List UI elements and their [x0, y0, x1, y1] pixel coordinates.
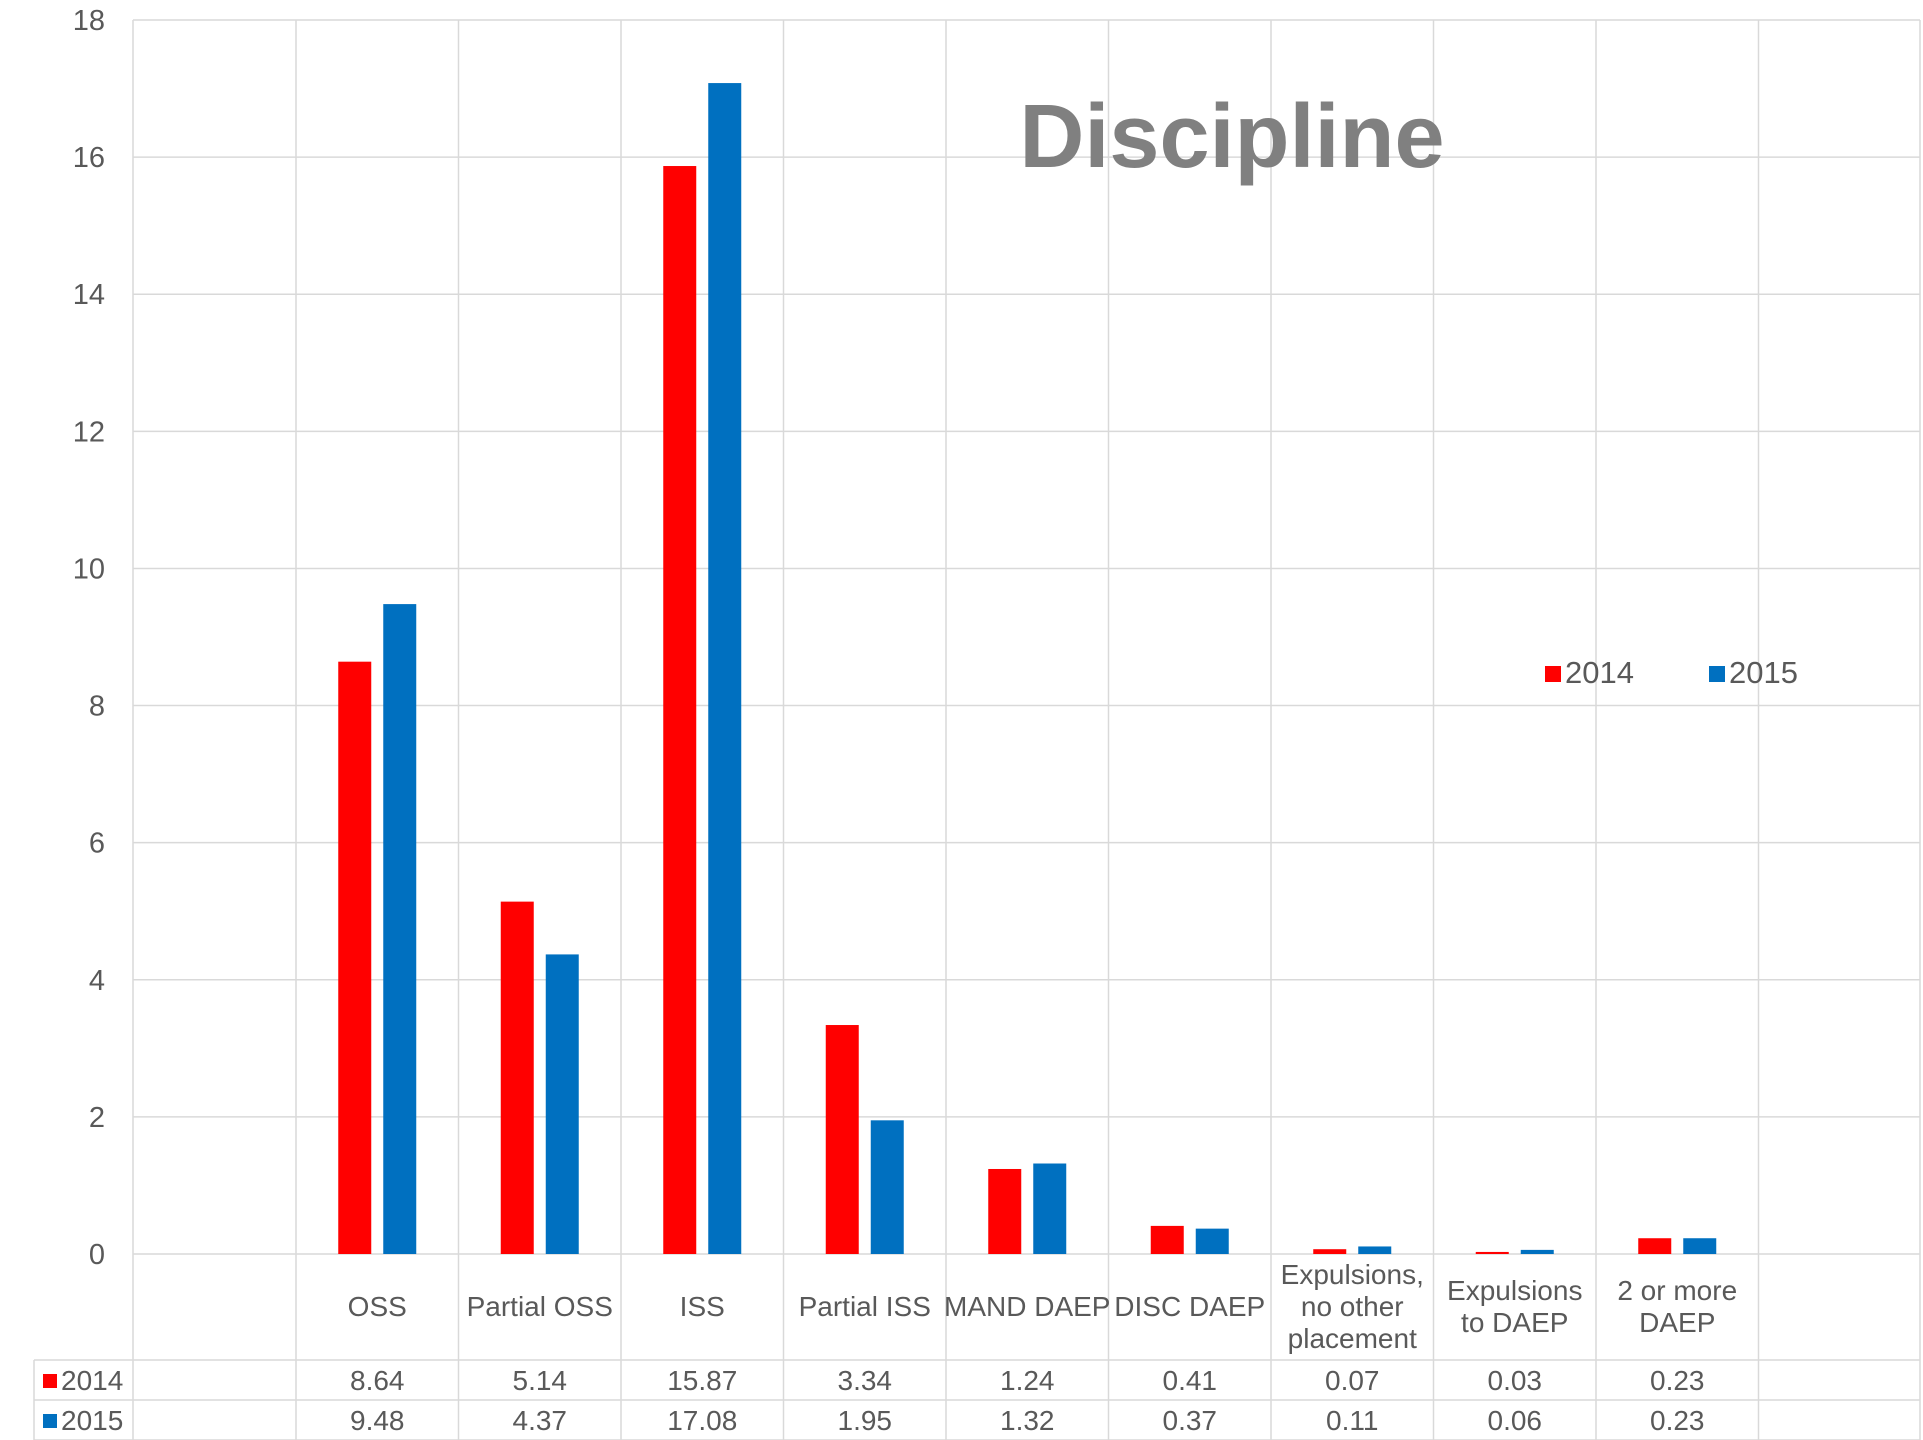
- table-cell: 1.95: [838, 1405, 893, 1436]
- y-tick-label: 6: [89, 828, 105, 860]
- y-tick-label: 4: [89, 965, 105, 997]
- table-cell: 1.24: [1000, 1365, 1055, 1396]
- bar-2015-7: [1520, 1249, 1554, 1254]
- bar-2015-5: [1195, 1228, 1229, 1254]
- table-cell: 0.06: [1488, 1405, 1543, 1436]
- category-label: Partial ISS: [799, 1291, 931, 1322]
- bar-2015-3: [870, 1120, 904, 1254]
- bar-2014-4: [988, 1168, 1022, 1254]
- chart-title: Discipline: [1019, 87, 1444, 187]
- table-cell: 0.11: [1326, 1405, 1378, 1436]
- bar-2015-6: [1358, 1246, 1392, 1254]
- y-tick-label: 14: [73, 279, 105, 311]
- legend-label: 2014: [1565, 655, 1634, 690]
- table-key-2014: [43, 1374, 57, 1388]
- table-series-name: 2014: [61, 1365, 123, 1396]
- category-label: 2 or more DAEP: [1617, 1275, 1737, 1338]
- table-cell: 4.37: [513, 1405, 568, 1436]
- category-label: DISC DAEP: [1114, 1291, 1265, 1322]
- table-cell: 15.87: [667, 1365, 737, 1396]
- bar-2015-0: [383, 604, 417, 1254]
- bar-2015-4: [1033, 1163, 1067, 1254]
- bar-2014-5: [1150, 1225, 1184, 1254]
- table-cell: 8.64: [350, 1365, 405, 1396]
- table-key-2015: [43, 1414, 57, 1428]
- table-cell: 0.41: [1163, 1365, 1218, 1396]
- bars: [338, 83, 1717, 1255]
- category-label: MAND DAEP: [944, 1291, 1110, 1322]
- bar-2015-2: [708, 83, 742, 1254]
- table-cell: 9.48: [350, 1405, 405, 1436]
- bar-2015-8: [1683, 1238, 1717, 1254]
- data-table: 2014 8.64 5.14 15.87 3.34 1.24 0.41 0.07 0.03 0.2…: [33, 1359, 1920, 1440]
- table-cell: 1.32: [1000, 1405, 1055, 1436]
- y-tick-label: 10: [73, 553, 105, 585]
- gridlines: [132, 19, 1921, 1440]
- bar-2014-1: [500, 901, 534, 1254]
- legend-label: 2015: [1729, 655, 1798, 690]
- y-tick-label: 2: [89, 1102, 105, 1134]
- y-tick-label: 18: [73, 5, 105, 37]
- bar-2014-3: [825, 1025, 859, 1254]
- legend-swatch-2015: [1709, 666, 1725, 682]
- table-cell: 17.08: [667, 1405, 737, 1436]
- bar-2014-7: [1475, 1251, 1509, 1254]
- category-label: ISS: [680, 1291, 725, 1322]
- legend-swatch-2014: [1545, 666, 1561, 682]
- category-labels: OSS Partial OSS ISS Partial ISS MAND DAEP DIS…: [348, 1259, 1737, 1354]
- bar-2014-2: [663, 166, 697, 1255]
- table-cell: 3.34: [838, 1365, 893, 1396]
- table-cell: 0.03: [1488, 1365, 1543, 1396]
- category-label: Partial OSS: [467, 1291, 613, 1322]
- category-label: Expulsions to DAEP: [1447, 1275, 1582, 1338]
- category-label: Expulsions, no other placement: [1281, 1259, 1424, 1354]
- y-tick-label: 8: [89, 691, 105, 723]
- y-tick-label: 12: [73, 416, 105, 448]
- bar-2014-8: [1638, 1238, 1672, 1254]
- table-cell: 0.23: [1650, 1365, 1705, 1396]
- table-cell: 5.14: [513, 1365, 568, 1396]
- y-axis-tick-labels: 0 2 4 6 8 10 12 14 16 18: [73, 5, 105, 1271]
- y-tick-label: 0: [89, 1239, 105, 1271]
- bar-2014-6: [1313, 1249, 1347, 1254]
- category-label: OSS: [348, 1291, 407, 1322]
- bar-2014-0: [338, 661, 372, 1254]
- bar-2015-1: [545, 954, 579, 1254]
- y-tick-label: 16: [73, 142, 105, 174]
- table-cell: 0.23: [1650, 1405, 1705, 1436]
- table-cell: 0.07: [1325, 1365, 1380, 1396]
- legend: 2014 2015: [1545, 655, 1798, 690]
- table-series-name: 2015: [61, 1405, 123, 1436]
- table-cell: 0.37: [1163, 1405, 1218, 1436]
